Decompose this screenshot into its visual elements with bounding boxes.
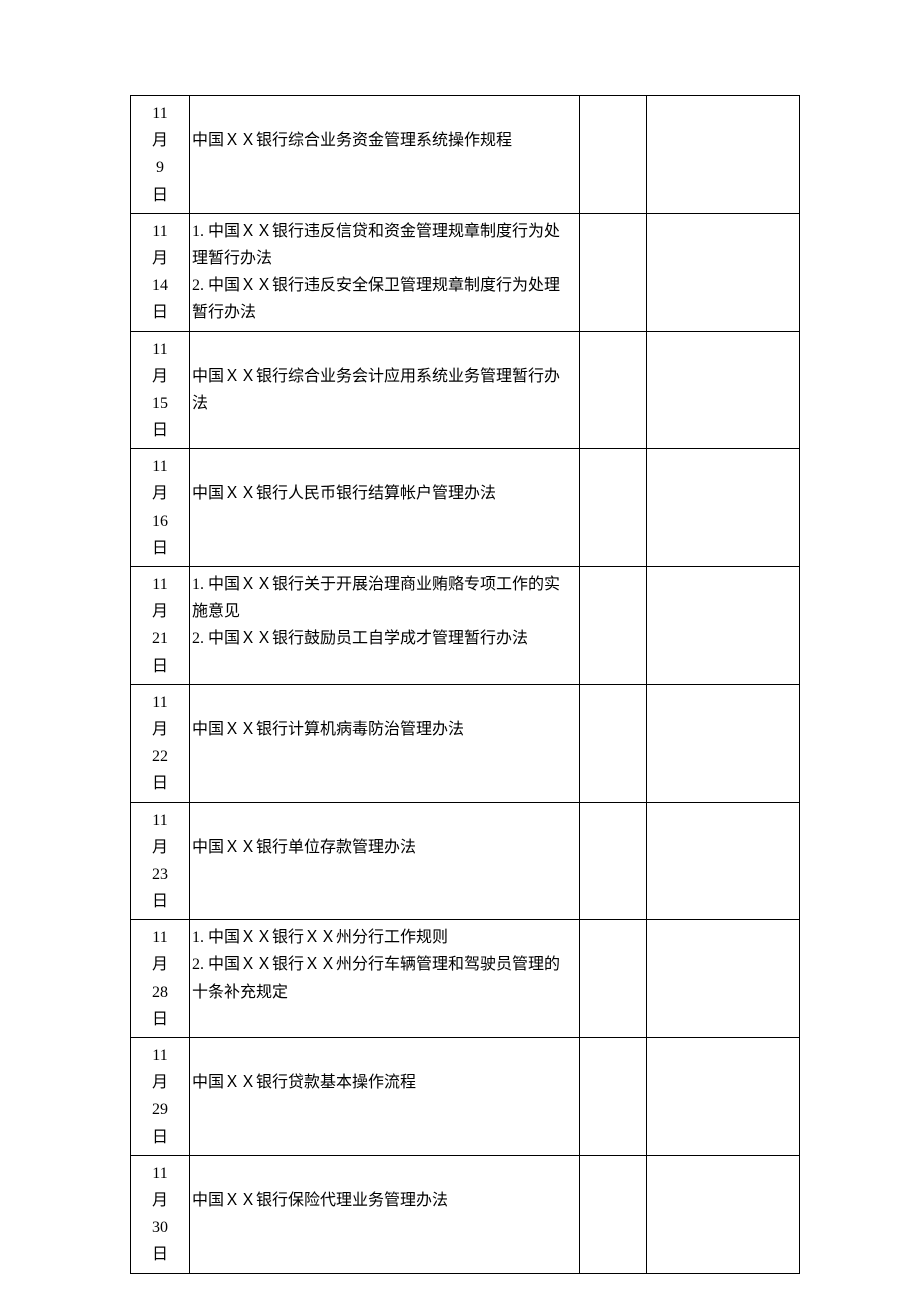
date-cell: 11月29日 bbox=[131, 1038, 190, 1156]
content-cell: 中国ＸＸ银行单位存款管理办法 bbox=[190, 802, 580, 920]
date-part: 月 bbox=[133, 834, 187, 861]
date-part: 28 bbox=[133, 979, 187, 1006]
content-cell: 中国ＸＸ银行综合业务资金管理系统操作规程 bbox=[190, 96, 580, 214]
empty-cell-4 bbox=[647, 1038, 800, 1156]
date-cell: 11月21日 bbox=[131, 567, 190, 685]
date-part: 11 bbox=[133, 453, 187, 480]
date-part: 30 bbox=[133, 1214, 187, 1241]
date-cell: 11月9日 bbox=[131, 96, 190, 214]
date-part: 月 bbox=[133, 127, 187, 154]
empty-cell-4 bbox=[647, 96, 800, 214]
date-part: 21 bbox=[133, 625, 187, 652]
empty-cell-3 bbox=[580, 96, 647, 214]
date-part: 11 bbox=[133, 924, 187, 951]
date-part: 11 bbox=[133, 807, 187, 834]
content-cell: 1. 中国ＸＸ银行ＸＸ州分行工作规则 2. 中国ＸＸ银行ＸＸ州分行车辆管理和驾驶… bbox=[190, 920, 580, 1038]
empty-cell-3 bbox=[580, 331, 647, 449]
date-cell: 11月28日 bbox=[131, 920, 190, 1038]
date-part: 日 bbox=[133, 770, 187, 797]
date-part: 11 bbox=[133, 218, 187, 245]
date-part: 月 bbox=[133, 1187, 187, 1214]
date-part: 日 bbox=[133, 1241, 187, 1268]
date-part: 23 bbox=[133, 861, 187, 888]
empty-cell-4 bbox=[647, 213, 800, 331]
date-part: 14 bbox=[133, 272, 187, 299]
date-part: 日 bbox=[133, 1124, 187, 1151]
table-row: 11月16日 中国ＸＸ银行人民币银行结算帐户管理办法 bbox=[131, 449, 800, 567]
content-cell: 中国ＸＸ银行人民币银行结算帐户管理办法 bbox=[190, 449, 580, 567]
empty-cell-4 bbox=[647, 1155, 800, 1273]
empty-cell-3 bbox=[580, 920, 647, 1038]
table-row: 11月28日1. 中国ＸＸ银行ＸＸ州分行工作规则 2. 中国ＸＸ银行ＸＸ州分行车… bbox=[131, 920, 800, 1038]
date-cell: 11月15日 bbox=[131, 331, 190, 449]
empty-cell-4 bbox=[647, 449, 800, 567]
date-part: 月 bbox=[133, 480, 187, 507]
table-body: 11月9日 中国ＸＸ银行综合业务资金管理系统操作规程11月14日1. 中国ＸＸ银… bbox=[131, 96, 800, 1274]
empty-cell-3 bbox=[580, 1155, 647, 1273]
content-cell: 1. 中国ＸＸ银行关于开展治理商业贿赂专项工作的实施意见 2. 中国ＸＸ银行鼓励… bbox=[190, 567, 580, 685]
content-cell: 中国ＸＸ银行计算机病毒防治管理办法 bbox=[190, 684, 580, 802]
date-part: 月 bbox=[133, 245, 187, 272]
empty-cell-3 bbox=[580, 567, 647, 685]
date-part: 日 bbox=[133, 653, 187, 680]
date-part: 11 bbox=[133, 689, 187, 716]
date-part: 日 bbox=[133, 888, 187, 915]
table-row: 11月23日 中国ＸＸ银行单位存款管理办法 bbox=[131, 802, 800, 920]
empty-cell-4 bbox=[647, 567, 800, 685]
date-part: 月 bbox=[133, 1069, 187, 1096]
empty-cell-3 bbox=[580, 684, 647, 802]
date-part: 日 bbox=[133, 1006, 187, 1033]
empty-cell-3 bbox=[580, 213, 647, 331]
date-cell: 11月22日 bbox=[131, 684, 190, 802]
date-part: 月 bbox=[133, 598, 187, 625]
table-row: 11月14日1. 中国ＸＸ银行违反信贷和资金管理规章制度行为处理暂行办法 2. … bbox=[131, 213, 800, 331]
table-row: 11月15日 中国ＸＸ银行综合业务会计应用系统业务管理暂行办法 bbox=[131, 331, 800, 449]
schedule-table: 11月9日 中国ＸＸ银行综合业务资金管理系统操作规程11月14日1. 中国ＸＸ银… bbox=[130, 95, 800, 1274]
table-row: 11月21日1. 中国ＸＸ银行关于开展治理商业贿赂专项工作的实施意见 2. 中国… bbox=[131, 567, 800, 685]
empty-cell-3 bbox=[580, 449, 647, 567]
date-part: 月 bbox=[133, 951, 187, 978]
date-part: 11 bbox=[133, 1160, 187, 1187]
content-cell: 中国ＸＸ银行综合业务会计应用系统业务管理暂行办法 bbox=[190, 331, 580, 449]
content-cell: 中国ＸＸ银行保险代理业务管理办法 bbox=[190, 1155, 580, 1273]
date-part: 月 bbox=[133, 716, 187, 743]
date-part: 日 bbox=[133, 299, 187, 326]
date-part: 22 bbox=[133, 743, 187, 770]
empty-cell-3 bbox=[580, 1038, 647, 1156]
date-part: 日 bbox=[133, 535, 187, 562]
empty-cell-4 bbox=[647, 802, 800, 920]
table-row: 11月9日 中国ＸＸ银行综合业务资金管理系统操作规程 bbox=[131, 96, 800, 214]
date-part: 11 bbox=[133, 571, 187, 598]
date-cell: 11月23日 bbox=[131, 802, 190, 920]
table-row: 11月22日 中国ＸＸ银行计算机病毒防治管理办法 bbox=[131, 684, 800, 802]
empty-cell-4 bbox=[647, 331, 800, 449]
empty-cell-3 bbox=[580, 802, 647, 920]
date-part: 日 bbox=[133, 417, 187, 444]
date-cell: 11月14日 bbox=[131, 213, 190, 331]
empty-cell-4 bbox=[647, 920, 800, 1038]
date-cell: 11月30日 bbox=[131, 1155, 190, 1273]
table-row: 11月30日 中国ＸＸ银行保险代理业务管理办法 bbox=[131, 1155, 800, 1273]
date-part: 9 bbox=[133, 154, 187, 181]
date-part: 29 bbox=[133, 1096, 187, 1123]
date-part: 11 bbox=[133, 336, 187, 363]
content-cell: 1. 中国ＸＸ银行违反信贷和资金管理规章制度行为处理暂行办法 2. 中国ＸＸ银行… bbox=[190, 213, 580, 331]
content-cell: 中国ＸＸ银行贷款基本操作流程 bbox=[190, 1038, 580, 1156]
date-part: 11 bbox=[133, 100, 187, 127]
date-part: 11 bbox=[133, 1042, 187, 1069]
table-row: 11月29日 中国ＸＸ银行贷款基本操作流程 bbox=[131, 1038, 800, 1156]
date-cell: 11月16日 bbox=[131, 449, 190, 567]
date-part: 15 bbox=[133, 390, 187, 417]
date-part: 16 bbox=[133, 508, 187, 535]
empty-cell-4 bbox=[647, 684, 800, 802]
document-page: 11月9日 中国ＸＸ银行综合业务资金管理系统操作规程11月14日1. 中国ＸＸ银… bbox=[0, 0, 920, 1274]
date-part: 日 bbox=[133, 182, 187, 209]
date-part: 月 bbox=[133, 363, 187, 390]
